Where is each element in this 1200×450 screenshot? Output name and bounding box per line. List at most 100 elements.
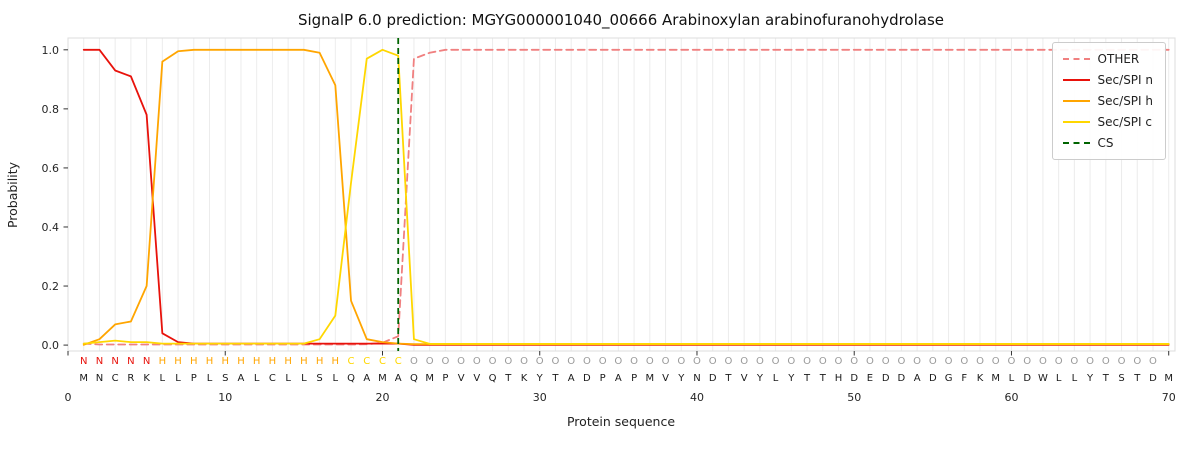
sequence-letter: L [333, 373, 339, 384]
region-letter: H [159, 356, 167, 367]
sequence-letter: L [1056, 373, 1062, 384]
region-letter: O [740, 356, 748, 367]
region-letter: O [504, 356, 512, 367]
region-letter: H [316, 356, 324, 367]
region-letter: O [803, 356, 811, 367]
region-letter: H [190, 356, 198, 367]
sequence-letter: Q [347, 373, 355, 384]
sequence-letter: Y [536, 373, 544, 384]
region-letter: O [520, 356, 528, 367]
region-letter: O [473, 356, 481, 367]
region-letter: O [552, 356, 560, 367]
sequence-letter: Y [677, 373, 685, 384]
region-letter: N [143, 356, 150, 367]
region-letter: O [1086, 356, 1094, 367]
region-letter: O [819, 356, 827, 367]
sequence-letter: Y [787, 373, 795, 384]
sequence-letter: L [207, 373, 213, 384]
sequence-letter: W [1038, 373, 1048, 384]
region-letter: C [363, 356, 370, 367]
x-tick-label: 40 [690, 391, 704, 404]
y-tick-label: 0.6 [42, 162, 60, 175]
sequence-letter: L [285, 373, 291, 384]
series-sec-spi-c [82, 48, 1170, 345]
legend-entry-sec-spi-c: Sec/SPI c [1062, 115, 1153, 129]
sequence-letter: D [850, 373, 858, 384]
series-sec-spi-h [82, 48, 1170, 346]
sequence-letter: S [1118, 373, 1124, 384]
region-letter: O [992, 356, 1000, 367]
sequence-letter: L [1009, 373, 1015, 384]
region-letter: O [630, 356, 638, 367]
sequence-letter: D [882, 373, 890, 384]
sequence-letter: M [79, 373, 88, 384]
region-letter: O [835, 356, 843, 367]
region-letter: O [787, 356, 795, 367]
x-tick-label: 10 [218, 391, 232, 404]
sequence-letter: T [1102, 373, 1110, 384]
region-letter: O [1102, 356, 1110, 367]
sequence-letter: L [254, 373, 260, 384]
sequence-letter: T [551, 373, 559, 384]
x-tick-label: 30 [533, 391, 547, 404]
sequence-letter: M [1164, 373, 1173, 384]
sequence-letter: D [1149, 373, 1157, 384]
sequence-letter: A [238, 373, 245, 384]
sequence-letter: K [977, 373, 984, 384]
x-tick-label: 60 [1004, 391, 1018, 404]
sequence-letter: E [867, 373, 873, 384]
region-letter: O [1023, 356, 1031, 367]
sequence-letter: V [458, 373, 465, 384]
x-tick-label: 20 [375, 391, 389, 404]
region-letter: O [567, 356, 575, 367]
region-letter: O [441, 356, 449, 367]
axis-ticks: 0 10 20 30 40 50 60 70 0.0 0.2 0.4 0.6 0.8 1.0 [42, 44, 1176, 404]
y-tick-label: 0.0 [42, 339, 60, 352]
sequence-letter: L [301, 373, 307, 384]
sequence-letter: M [645, 373, 654, 384]
y-tick-label: 1.0 [42, 44, 60, 57]
region-letter: O [599, 356, 607, 367]
region-letter: H [221, 356, 229, 367]
legend-line-sample [1062, 142, 1090, 144]
sequence-letter: A [395, 373, 402, 384]
sequence-letter: T [1133, 373, 1141, 384]
region-letter: H [253, 356, 261, 367]
sequence-letter: R [127, 373, 134, 384]
region-letter: O [457, 356, 465, 367]
sequence-letter: M [991, 373, 1000, 384]
sequence-letter: V [473, 373, 480, 384]
region-letter: O [929, 356, 937, 367]
legend-label: CS [1097, 136, 1114, 150]
region-letter: O [945, 356, 953, 367]
sequence-letter: M [425, 373, 434, 384]
legend-line-sample [1062, 121, 1090, 123]
x-tick-label: 50 [847, 391, 861, 404]
sequence-letter: L [773, 373, 779, 384]
region-letter: N [111, 356, 118, 367]
region-letter: O [1055, 356, 1063, 367]
region-letter: O [960, 356, 968, 367]
region-letter: O [1149, 356, 1157, 367]
legend-label: Sec/SPI h [1097, 94, 1153, 108]
sequence-letter: P [631, 373, 637, 384]
region-letter: O [410, 356, 418, 367]
region-letter: O [756, 356, 764, 367]
sequence-letter: K [521, 373, 528, 384]
legend: OTHER Sec/SPI n Sec/SPI h Sec/SPI c CS [1051, 42, 1166, 160]
sequence-letter: L [1072, 373, 1078, 384]
chart-title: SignalP 6.0 prediction: MGYG000001040_00… [297, 11, 945, 29]
legend-entry-sec-spi-h: Sec/SPI h [1062, 94, 1153, 108]
region-letter: O [866, 356, 874, 367]
sequence-letter: T [504, 373, 512, 384]
sequence-letter: A [363, 373, 370, 384]
region-letter: C [395, 356, 402, 367]
sequence-letter: D [1023, 373, 1031, 384]
sequence-letter: M [378, 373, 387, 384]
legend-entry-cs: CS [1062, 136, 1153, 150]
region-letter: H [237, 356, 245, 367]
region-letter: N [80, 356, 87, 367]
sequence-letter: T [819, 373, 827, 384]
sequence-letter: D [929, 373, 937, 384]
